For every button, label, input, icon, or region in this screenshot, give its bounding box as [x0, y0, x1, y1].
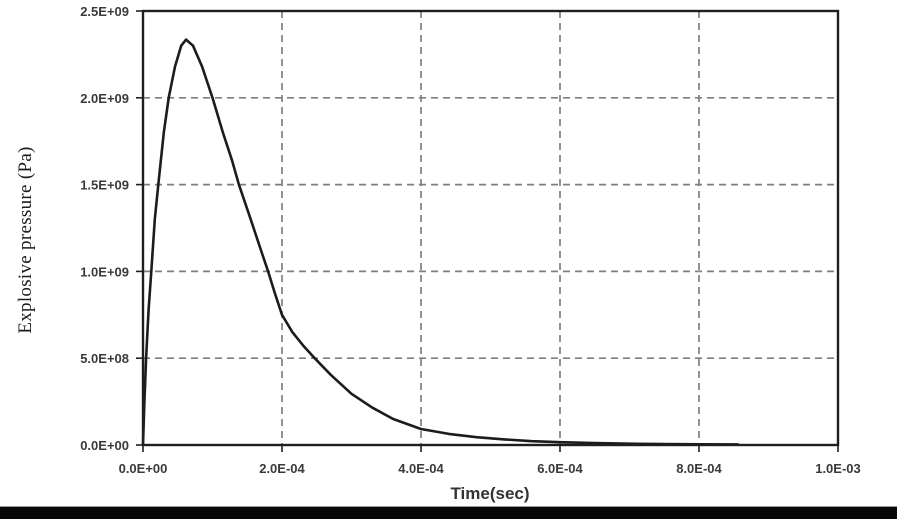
- x-axis-title: Time(sec): [450, 484, 530, 503]
- y-tick-label: 0.0E+00: [80, 438, 129, 453]
- x-tick-label: 0.0E+00: [119, 461, 168, 476]
- x-tick-label: 2.0E-04: [259, 461, 305, 476]
- y-tick-label: 1.5E+09: [80, 178, 129, 193]
- bottom-black-bar: [0, 506, 897, 519]
- y-tick-label: 1.0E+09: [80, 264, 129, 279]
- y-tick-label: 2.0E+09: [80, 91, 129, 106]
- x-tick-label: 1.0E-03: [815, 461, 861, 476]
- chart-plot-area: 0.0E+00 5.0E+08 1.0E+09 1.5E+09 2.0E+09 2.5E+…: [80, 4, 861, 476]
- y-tick-label: 2.5E+09: [80, 4, 129, 19]
- x-tick-label: 8.0E-04: [676, 461, 722, 476]
- plot-border: [141, 9, 840, 447]
- x-tick-label: 4.0E-04: [398, 461, 444, 476]
- pressure-curve: [141, 38, 740, 447]
- x-tick-label: 6.0E-04: [537, 461, 583, 476]
- y-axis-title: Explosive pressure (Pa): [15, 146, 36, 334]
- y-tick-label: 5.0E+08: [80, 351, 129, 366]
